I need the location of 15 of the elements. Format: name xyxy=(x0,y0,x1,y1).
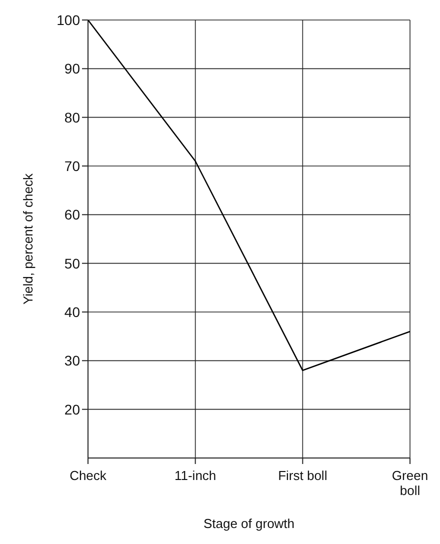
y-tick-label: 90 xyxy=(64,60,80,77)
y-tick-label: 30 xyxy=(64,352,80,369)
y-tick-label: 80 xyxy=(64,109,80,126)
x-axis-title: Stage of growth xyxy=(203,516,295,531)
y-axis-title: Yield, percent of check xyxy=(20,172,36,305)
x-tick-label: Green boll xyxy=(392,468,428,498)
x-tick-label: First boll xyxy=(278,468,328,483)
y-tick-label: 60 xyxy=(64,206,80,223)
y-tick-label: 50 xyxy=(64,255,80,272)
x-tick-label: 11-inch xyxy=(174,468,216,483)
x-tick-label: Check xyxy=(70,468,107,483)
y-tick-label: 70 xyxy=(64,158,80,174)
y-tick-label: 100 xyxy=(56,12,80,28)
y-tick-label: 40 xyxy=(64,304,80,320)
y-tick-label: 20 xyxy=(64,401,80,418)
